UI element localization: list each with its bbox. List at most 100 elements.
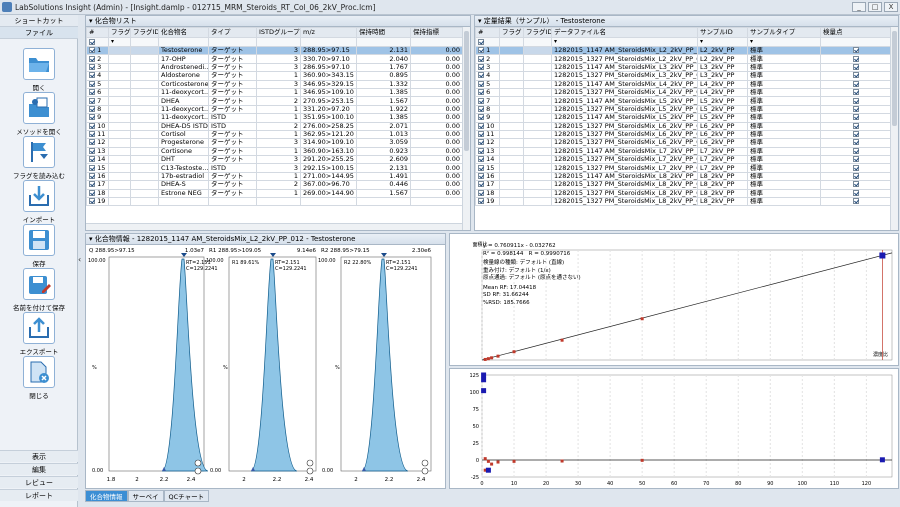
calibration-point[interactable]: [490, 356, 494, 360]
row-check-cell[interactable]: 10: [86, 121, 109, 131]
filter-cell[interactable]: ▾: [747, 37, 821, 47]
compound-col-header[interactable]: ISTDグループ: [256, 27, 301, 38]
row-checkbox[interactable]: [478, 81, 484, 87]
calibration-point-checkbox[interactable]: [852, 148, 859, 154]
row-checkbox[interactable]: [89, 64, 95, 70]
row-check-cell[interactable]: 4: [86, 71, 109, 81]
results-col-header[interactable]: フラグID: [523, 27, 552, 38]
table-row[interactable]: 2 1282015_1327 PM_SteroidsMix_L2_2kV_PP_0…: [475, 54, 891, 64]
row-check-cell[interactable]: 16: [475, 171, 500, 182]
filter-icon[interactable]: ▾: [554, 38, 558, 45]
compound-col-header[interactable]: 保持指標: [410, 27, 463, 38]
row-checkbox[interactable]: [478, 148, 484, 154]
compound-col-header[interactable]: m/z: [300, 27, 357, 38]
filter-cell[interactable]: [130, 37, 159, 47]
row-checkbox[interactable]: [478, 165, 484, 171]
zoom-in-icon[interactable]: [194, 459, 202, 467]
calibration-point-cell[interactable]: [820, 104, 891, 115]
row-checkbox[interactable]: [89, 131, 95, 138]
calibration-point-cell[interactable]: [820, 146, 891, 157]
maximize-button[interactable]: □: [868, 2, 882, 12]
residual-point[interactable]: [496, 460, 500, 464]
tab-survey[interactable]: サーベイ: [127, 490, 164, 502]
import-button[interactable]: インポート: [11, 180, 67, 224]
compound-col-header[interactable]: 化合物名: [158, 27, 209, 38]
table-row[interactable]: 8 1282015_1327 PM_SteroidsMix_L5_2kV_PP_0…: [475, 104, 891, 115]
row-checkbox[interactable]: [89, 97, 95, 104]
filter-cell[interactable]: ▾: [108, 37, 131, 47]
calibration-point-checkbox[interactable]: [852, 97, 859, 104]
table-row[interactable]: 4 Aldosterone ターゲット 1 360.90>343.15 0.895 0.00: [86, 71, 463, 81]
row-checkbox[interactable]: [89, 123, 95, 129]
row-check-cell[interactable]: 15: [86, 163, 109, 173]
row-check-cell[interactable]: 7: [475, 96, 500, 106]
edit-section[interactable]: 編集: [0, 463, 78, 475]
table-row[interactable]: 11 1282015_1327 PM_SteroidsMix_L6_2kV_PP_…: [475, 129, 891, 140]
compound-col-header[interactable]: フラグID: [130, 27, 159, 38]
calibration-point-cell[interactable]: [820, 180, 891, 190]
open-method-button[interactable]: メソッドを開く: [11, 92, 67, 136]
row-check-cell[interactable]: 17: [475, 180, 500, 190]
filter-cell[interactable]: [523, 37, 552, 47]
filter-cell[interactable]: [158, 37, 209, 47]
zoom-in-icon[interactable]: [421, 459, 429, 467]
table-row[interactable]: 19 1282015_1327 PM_SteroidsMix_L8_2kV_PP_…: [475, 197, 891, 207]
residual-point[interactable]: [512, 459, 516, 463]
row-check-cell[interactable]: 1: [475, 45, 500, 56]
row-check-cell[interactable]: 6: [86, 87, 109, 98]
calibration-point-checkbox[interactable]: [852, 106, 859, 112]
peak-area[interactable]: [161, 258, 209, 472]
calibration-point-cell[interactable]: [820, 171, 891, 182]
row-checkbox[interactable]: [89, 139, 95, 146]
compound-col-header[interactable]: 保持時間: [356, 27, 411, 38]
calibration-point[interactable]: [496, 354, 500, 358]
row-check-cell[interactable]: 5: [475, 79, 500, 89]
calibration-point-checkbox[interactable]: [852, 181, 859, 188]
table-row[interactable]: 12 Progesterone ターゲット 3 314.90>109.10 3.059 0.…: [86, 138, 463, 148]
calibration-point[interactable]: [486, 357, 490, 361]
filter-cell[interactable]: ▾: [551, 37, 698, 47]
row-check-cell[interactable]: 2: [475, 54, 500, 64]
peak-area[interactable]: [250, 258, 298, 472]
table-row[interactable]: 12 1282015_1327 PM_SteroidsMix_L6_2kV_PP_…: [475, 138, 891, 148]
residual-point[interactable]: [483, 457, 487, 461]
table-row[interactable]: 10 1282015_1327 PM_SteroidsMix_L6_2kV_PP_…: [475, 121, 891, 131]
calibration-point-cell[interactable]: [820, 138, 891, 148]
calibration-point[interactable]: [512, 350, 516, 354]
row-checkbox[interactable]: [478, 47, 484, 54]
calibration-point-cell[interactable]: [820, 45, 891, 56]
table-row[interactable]: 5 Corticosterone ターゲット 3 346.95>329.15 1.332 0…: [86, 79, 463, 89]
row-checkbox[interactable]: [89, 89, 95, 96]
peak-area[interactable]: [361, 258, 409, 472]
table-row[interactable]: 4 1282015_1327 PM_SteroidsMix_L3_2kV_PP_0…: [475, 71, 891, 81]
residual-point[interactable]: [481, 377, 487, 383]
row-check-cell[interactable]: 3: [86, 62, 109, 73]
table-row[interactable]: 3 Androstenedi... ターゲット 3 286.95>97.10 1.767 0…: [86, 62, 463, 73]
calibration-point-cell[interactable]: [820, 62, 891, 73]
residual-point[interactable]: [490, 462, 494, 466]
row-checkbox[interactable]: [478, 89, 484, 96]
row-check-cell[interactable]: 2: [86, 54, 109, 64]
row-checkbox[interactable]: [89, 181, 95, 188]
row-check-cell[interactable]: 14: [475, 155, 500, 165]
calibration-point-checkbox[interactable]: [852, 123, 859, 129]
row-check-cell[interactable]: 12: [86, 138, 109, 148]
calibration-point-cell[interactable]: [820, 71, 891, 81]
row-checkbox[interactable]: [478, 97, 484, 104]
row-checkbox[interactable]: [89, 148, 95, 154]
calibration-point-checkbox[interactable]: [852, 190, 859, 196]
zoom-in-icon[interactable]: [306, 459, 314, 467]
compound-hscroll[interactable]: [86, 223, 462, 230]
row-check-cell[interactable]: 8: [86, 104, 109, 115]
compound-col-header[interactable]: タイプ: [208, 27, 257, 38]
chromatogram-1[interactable]: Q 288.95>97.15 1.03e7 100.00% 0.00 RT=2.151C…: [88, 248, 218, 483]
open-button[interactable]: 開く: [11, 48, 67, 92]
select-all-checkbox[interactable]: [478, 38, 484, 45]
row-check-cell[interactable]: 17: [86, 180, 109, 190]
row-checkbox[interactable]: [478, 156, 484, 163]
view-section[interactable]: 表示: [0, 450, 78, 462]
table-row[interactable]: 6 11-deoxycort... ターゲット 1 346.95>109.10 1.385…: [86, 87, 463, 98]
row-checkbox[interactable]: [89, 81, 95, 87]
